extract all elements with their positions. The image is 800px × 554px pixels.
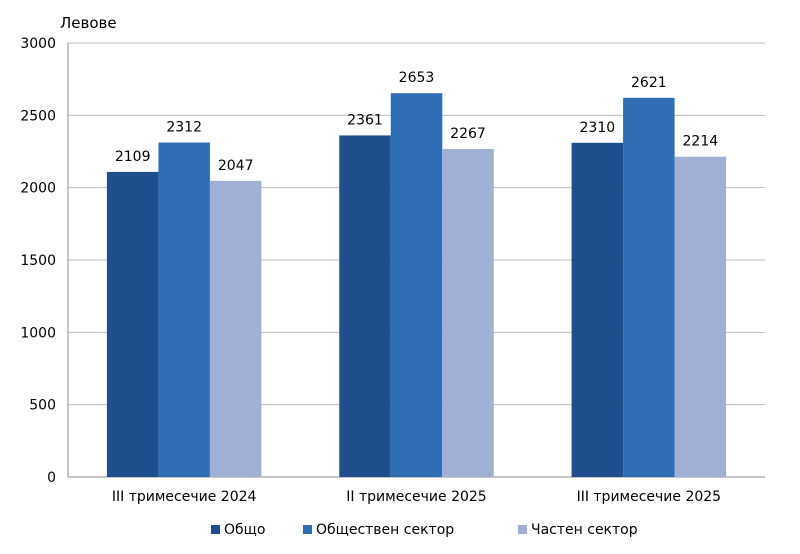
y-tick-label: 2000	[20, 181, 56, 197]
data-labels: 2109 2312 2047 2361 2653 2267 2310 2621 2214	[115, 70, 718, 174]
data-label: 2310	[580, 120, 616, 136]
y-tick-labels: 0 500 1000 1500 2000 2500 3000	[20, 36, 56, 486]
x-tick-label: III тримесечие 2024	[112, 489, 257, 505]
bar	[674, 156, 727, 477]
legend-swatch	[518, 525, 527, 534]
y-tick-label: 1500	[20, 253, 56, 269]
legend-label: Общо	[224, 522, 265, 538]
bar	[623, 97, 675, 477]
bar	[209, 180, 262, 477]
category-labels: III тримесечие 2024 II тримесечие 2025 III…	[112, 489, 721, 505]
y-tick-label: 3000	[20, 36, 56, 52]
bar	[106, 171, 159, 477]
bar	[339, 135, 391, 477]
bar	[158, 142, 210, 477]
data-label: 2312	[166, 120, 202, 136]
y-tick-label: 0	[47, 470, 56, 486]
legend-label: Частен сектор	[531, 522, 638, 538]
y-axis-label: Левове	[60, 14, 117, 32]
data-label: 2214	[683, 134, 719, 150]
legend: Общо Обществен сектор Частен сектор	[211, 522, 638, 538]
y-tick-label: 2500	[20, 108, 56, 124]
y-tick-label: 1000	[20, 325, 56, 341]
data-label: 2621	[631, 75, 667, 91]
data-label: 2267	[450, 126, 486, 142]
legend-label: Обществен сектор	[316, 522, 454, 538]
bar	[390, 93, 443, 477]
x-tick-label: II тримесечие 2025	[346, 489, 486, 505]
legend-swatch	[211, 525, 220, 534]
bar	[442, 149, 494, 478]
bar	[571, 142, 624, 477]
y-tick-label: 500	[29, 398, 56, 414]
bars	[106, 93, 727, 478]
data-label: 2047	[218, 158, 254, 174]
x-tick-label: III тримесечие 2025	[577, 489, 722, 505]
data-label: 2109	[115, 149, 151, 165]
legend-swatch	[303, 525, 312, 534]
data-label: 2361	[347, 112, 383, 128]
data-label: 2653	[399, 70, 435, 86]
